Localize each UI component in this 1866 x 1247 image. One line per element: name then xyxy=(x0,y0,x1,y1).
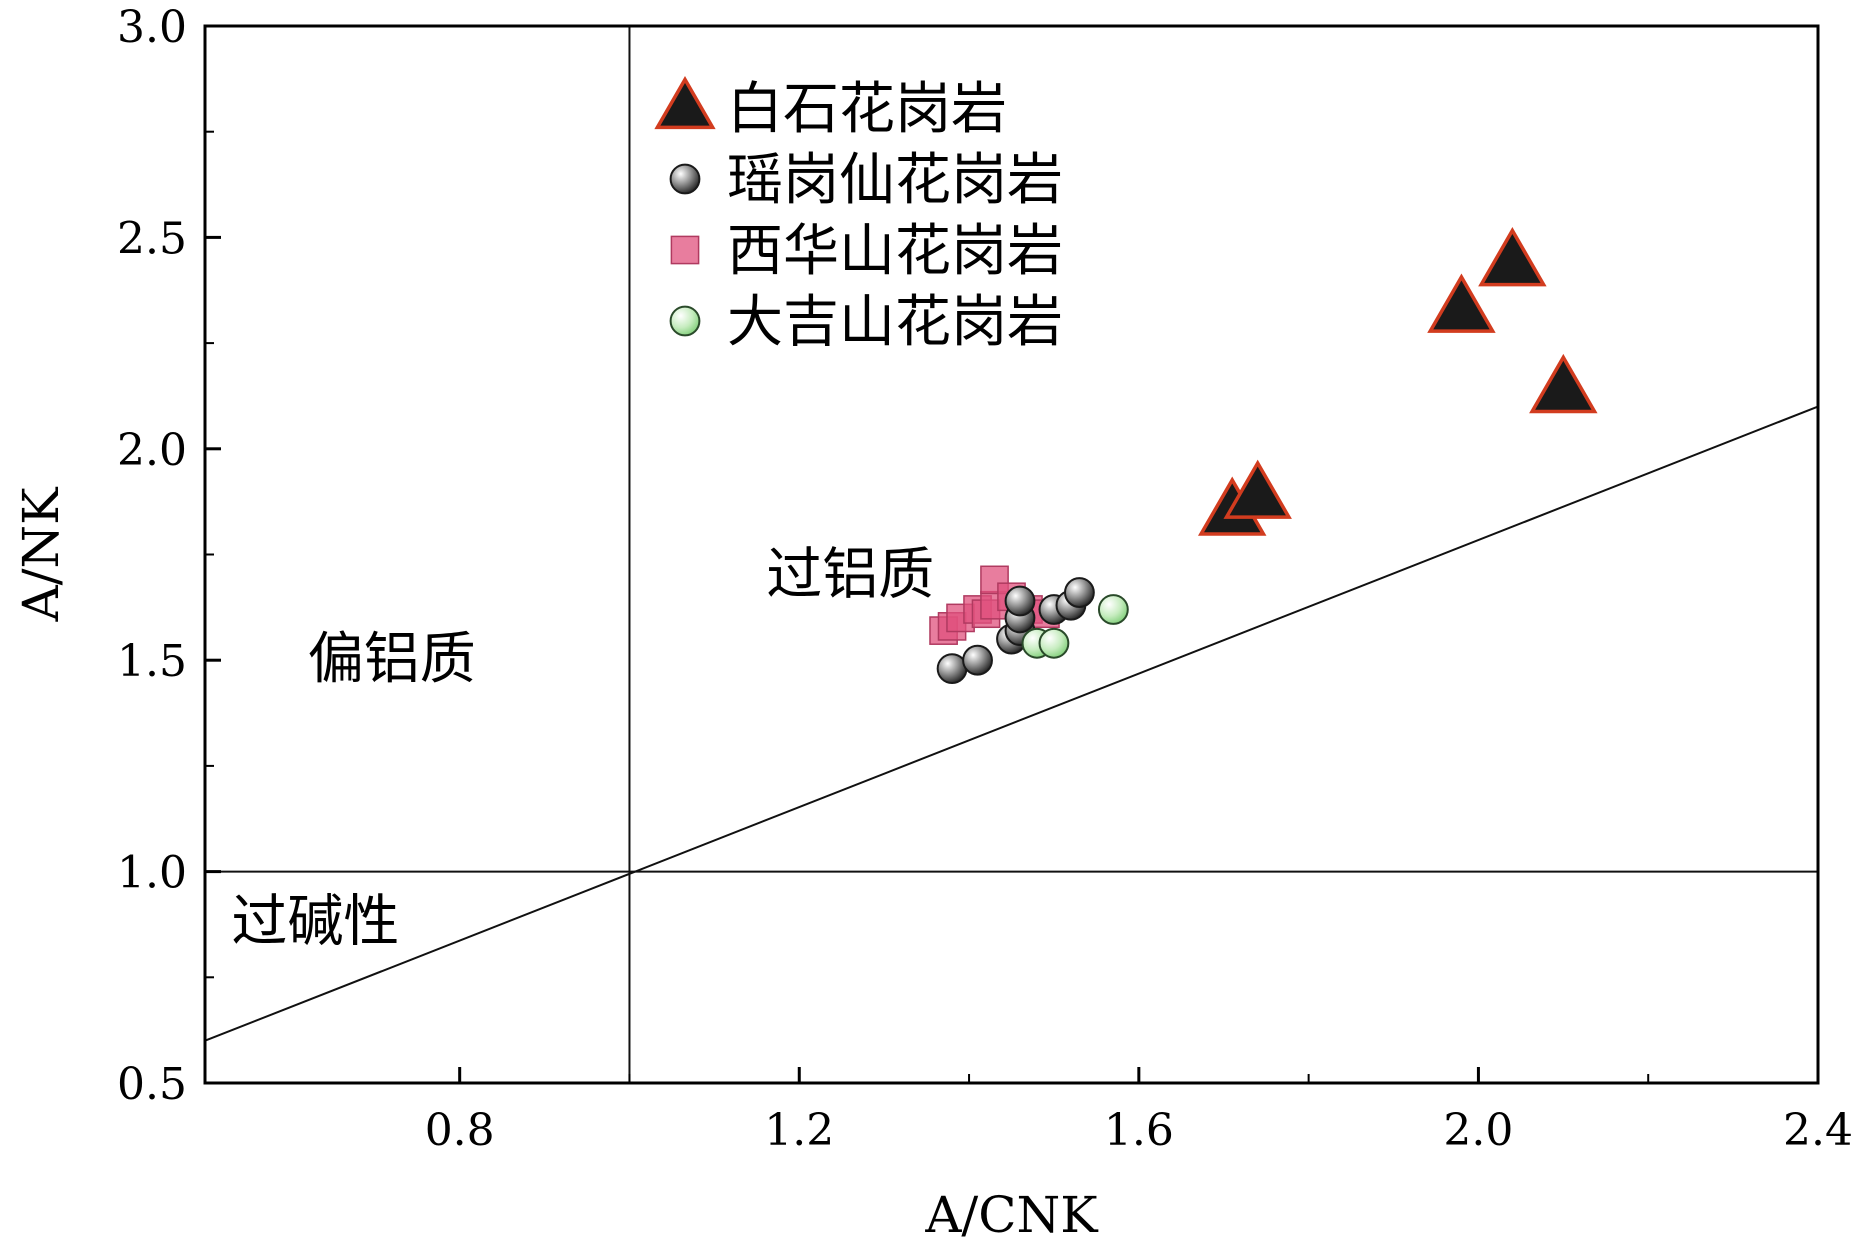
legend-marker xyxy=(669,163,701,195)
circle-point xyxy=(1004,585,1036,617)
reference-lines xyxy=(204,26,1819,1083)
series-1 xyxy=(1197,227,1598,536)
triangle-point xyxy=(1223,459,1292,519)
triangle-point xyxy=(1427,273,1496,333)
circle-point xyxy=(1097,594,1129,625)
legend-marker xyxy=(654,75,716,130)
diagonal-reference-line xyxy=(204,405,1819,1042)
legend-label: 大吉山花岗岩 xyxy=(727,290,1063,355)
legend-label: 白石花岗岩 xyxy=(727,77,1007,142)
y-tick-label: 2.5 xyxy=(117,213,187,264)
series-2 xyxy=(936,577,1095,685)
circle-point xyxy=(1038,627,1070,659)
region-label: 偏铝质 xyxy=(308,627,476,692)
y-tick-label: 3.0 xyxy=(117,2,187,53)
triangle-point xyxy=(1478,227,1547,287)
x-tick-label: 2.4 xyxy=(1783,1105,1853,1156)
x-axis: 0.8 1.2 1.6 2.0 2.4 xyxy=(425,1067,1853,1156)
y-tick-label: 1.5 xyxy=(117,636,187,687)
x-axis-title: A/CNK xyxy=(924,1186,1099,1244)
circle-point xyxy=(962,644,993,676)
circle-point xyxy=(1064,577,1095,608)
legend-marker xyxy=(670,235,700,265)
legend-label: 瑶岗仙花岗岩 xyxy=(727,148,1063,213)
y-tick-label: 2.0 xyxy=(117,425,187,476)
data-points xyxy=(929,227,1598,685)
circle-point xyxy=(936,653,968,685)
plot-frame xyxy=(203,24,1820,1085)
legend-label: 西华山花岗岩 xyxy=(727,219,1063,284)
x-tick-label: 0.8 xyxy=(425,1105,495,1156)
x-tick-label: 1.6 xyxy=(1104,1105,1174,1156)
x-tick-label: 1.2 xyxy=(764,1105,834,1156)
y-axis-title: A/NK xyxy=(12,486,70,623)
x-tick-label: 2.0 xyxy=(1443,1105,1513,1156)
region-label: 过铝质 xyxy=(766,543,934,608)
triangle-point xyxy=(1529,353,1598,414)
legend-marker xyxy=(669,305,701,337)
series-4 xyxy=(1021,594,1129,659)
y-tick-label: 1.0 xyxy=(117,848,187,899)
y-tick-label: 0.5 xyxy=(117,1059,187,1110)
region-label: 过碱性 xyxy=(231,889,399,954)
